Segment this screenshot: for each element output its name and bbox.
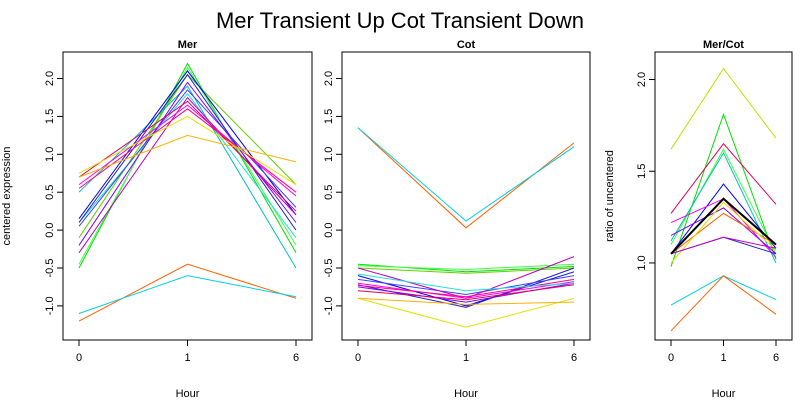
series-line-5 [357, 271, 575, 307]
series-line-11 [78, 100, 297, 212]
series-line-4 [357, 267, 575, 274]
series-line-4 [670, 142, 777, 214]
series-line-2 [670, 148, 777, 255]
series-line-10 [357, 281, 575, 299]
series-line-5 [670, 183, 777, 255]
y-tick-label: 1.0 [323, 147, 335, 162]
panel-title: Mer/Cot [703, 39, 744, 51]
y-tick-label: 0.5 [323, 185, 335, 200]
x-tick-label: 6 [571, 352, 577, 364]
series-line-9 [357, 256, 575, 299]
y-tick-label: 0.0 [323, 222, 335, 237]
y-tick-label: 2.0 [44, 71, 56, 86]
panel-title: Cot [457, 39, 476, 51]
series-line-13 [357, 273, 575, 292]
plot-frame [62, 51, 313, 341]
series-line-9 [78, 96, 297, 254]
y-axis-label: centered expression [1, 146, 13, 245]
series-line-8 [357, 282, 575, 303]
series-line-1 [670, 112, 777, 267]
y-tick-label: 1.5 [44, 109, 56, 124]
y-tick-label: -1.0 [44, 296, 56, 315]
series-line-1 [78, 66, 297, 265]
x-axis-label: Hour [176, 388, 200, 400]
panel-2: Mer/Cot 0 1 6 1.0 1.5 2.0 Hour ratio of uncenter… [604, 39, 793, 400]
series-line-4 [78, 92, 297, 239]
series-line-9 [670, 201, 777, 264]
figure-title: Mer Transient Up Cot Transient Down [216, 8, 584, 33]
series-line-15 [357, 297, 575, 305]
series-line-0 [670, 67, 777, 150]
series-line-3 [78, 85, 297, 269]
series-line-14 [670, 275, 777, 332]
x-tick-label: 0 [668, 352, 674, 364]
series-line-13 [78, 115, 297, 186]
x-tick-label: 1 [463, 352, 469, 364]
series-line-11 [357, 284, 575, 301]
y-tick-label: 2.0 [636, 72, 648, 87]
x-tick-label: 1 [720, 352, 726, 364]
series-line-5 [78, 70, 297, 219]
series-line-0 [357, 127, 575, 229]
y-tick-label: 0.5 [44, 185, 56, 200]
y-tick-label: 1.0 [636, 255, 648, 270]
x-tick-label: 6 [773, 352, 779, 364]
y-tick-label: 1.0 [44, 147, 56, 162]
series-line-14 [78, 134, 297, 178]
x-tick-label: 0 [355, 352, 361, 364]
y-tick-label: 0.0 [44, 222, 56, 237]
series-line-12 [78, 108, 297, 193]
series-line-7 [670, 207, 777, 255]
x-axis-label: Hour [454, 388, 478, 400]
series-line-15 [78, 263, 297, 322]
y-tick-label: -0.5 [323, 259, 335, 278]
series-line-6 [78, 73, 297, 231]
panels: Mer 0 1 6 -1.0 -0.5 0.0 0.5 1.0 1.5 2.0 Hour centere… [1, 39, 793, 400]
x-tick-label: 1 [184, 352, 190, 364]
series-line-12 [670, 197, 777, 255]
series-line-10 [78, 104, 297, 197]
series-line-16 [78, 275, 297, 314]
y-axis-label: ratio of uncentered [604, 150, 616, 242]
y-tick-label: -1.0 [323, 296, 335, 315]
x-tick-label: 6 [293, 352, 299, 364]
plot-frame [654, 51, 793, 341]
series-line-1 [357, 127, 575, 222]
y-tick-label: 1.5 [636, 164, 648, 179]
panel-title: Mer [178, 39, 198, 51]
series-line-14 [357, 297, 575, 328]
series-line-13 [670, 275, 777, 306]
x-tick-label: 0 [76, 352, 82, 364]
series-line-11 [670, 236, 777, 255]
x-axis-label: Hour [712, 388, 736, 400]
y-tick-label: 2.0 [323, 71, 335, 86]
y-tick-label: -0.5 [44, 259, 56, 278]
panel-0: Mer 0 1 6 -1.0 -0.5 0.0 0.5 1.0 1.5 2.0 Hour centere… [1, 39, 313, 400]
panel-1: Cot 0 1 6 -1.0 -0.5 0.0 0.5 1.0 1.5 2.0 Hour [323, 39, 591, 400]
y-tick-label: 1.5 [323, 109, 335, 124]
series-line-7 [357, 275, 575, 296]
series-line-3 [357, 263, 575, 271]
series-line-7 [78, 89, 297, 227]
